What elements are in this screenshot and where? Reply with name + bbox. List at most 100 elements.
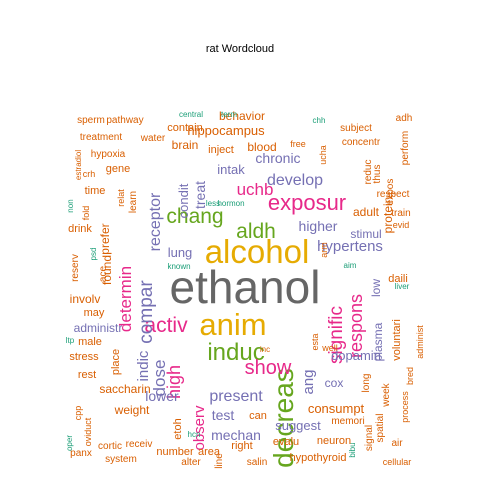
word-evalu: evalu [273, 436, 299, 448]
word-test: test [212, 407, 235, 423]
word-lower: lower [145, 388, 179, 404]
word-fold: fold [81, 206, 91, 221]
word-administr: administr [74, 321, 123, 335]
word-liver: liver [395, 282, 410, 291]
word-low: low [369, 279, 383, 297]
word-higher: higher [299, 218, 338, 234]
word-develop: develop [267, 172, 323, 189]
word-show: show [245, 357, 292, 379]
word-may: may [84, 307, 105, 319]
word-panx: panx [70, 448, 92, 459]
word-esta: esta [310, 333, 320, 350]
word-salin: salin [247, 457, 268, 468]
word-plasma: plasma [371, 322, 385, 361]
word-male: male [78, 336, 102, 348]
word-treatment: treatment [80, 132, 122, 143]
word-crh: crh [83, 169, 96, 179]
word-cellular: cellular [383, 457, 412, 467]
word-relat: relat [116, 189, 126, 207]
word-daili: daili [388, 273, 408, 285]
word-bred: bred [405, 367, 415, 385]
word-saccharin: saccharin [99, 382, 150, 396]
chart-title: rat Wordcloud [206, 43, 274, 55]
word-treat: treat [192, 181, 208, 209]
word-ucha: ucha [318, 145, 328, 165]
word-hcn: hcn [188, 430, 201, 439]
word-induc: induc [207, 339, 264, 366]
word-contain: contain [167, 122, 202, 134]
word-weight: weight [114, 403, 150, 417]
word-water: water [140, 133, 166, 144]
word-high: high [164, 365, 184, 399]
word-observ: observ [191, 405, 208, 451]
word-bibu: bibu [348, 442, 357, 457]
word-cpp: cpp [73, 406, 83, 421]
word-central: central [179, 110, 203, 119]
word-exposur: exposur [268, 190, 346, 215]
word-non: non [66, 199, 75, 212]
word-line: line [214, 453, 225, 469]
word-compar: compar [136, 280, 157, 344]
word-thus: thus [372, 165, 383, 184]
word-inject: inject [208, 144, 234, 156]
word-found: found [100, 255, 114, 285]
word-adult: adult [353, 205, 380, 219]
word-evid: evid [393, 220, 410, 230]
word-concentr: concentr [342, 137, 381, 148]
word-can: can [249, 410, 267, 422]
word-respect: respect [377, 189, 410, 200]
word-brain: brain [172, 138, 199, 152]
word-area: area [198, 446, 221, 458]
word-signal: signal [364, 425, 375, 451]
word-adh: adh [396, 113, 413, 124]
word-neuron: neuron [317, 435, 351, 447]
word-signific: signific [326, 306, 347, 364]
word-receptor: receptor [147, 192, 164, 251]
word-learn: learn [128, 191, 139, 213]
word-long: long [361, 374, 372, 393]
word-ace: ace [98, 266, 109, 283]
word-less: less [206, 199, 220, 208]
word-chh: chh [313, 116, 326, 125]
word-aim: aim [344, 261, 357, 270]
word-chang: chang [166, 205, 223, 228]
word-well: well [321, 343, 338, 353]
word-consumpt: consumpt [308, 401, 365, 416]
word-term: term [221, 110, 237, 119]
word-train: train [391, 208, 410, 219]
word-hypoxia: hypoxia [91, 149, 126, 160]
word-expos: expos [385, 179, 396, 206]
word-hypothyroid: hypothyroid [290, 452, 347, 464]
word-oviduct: oviduct [83, 417, 93, 446]
word-administ: administ [415, 325, 425, 359]
word-cortic: cortic [98, 441, 122, 452]
word-sperm: sperm [77, 115, 105, 126]
word-activ: activ [144, 314, 188, 337]
word-anim: anim [199, 307, 266, 342]
word-estradiol: estradiol [74, 150, 83, 180]
word-alcohol: alcohol [205, 233, 310, 270]
word-arm: arm [319, 242, 329, 258]
word-determin: determin [116, 266, 135, 332]
word-known: known [167, 262, 190, 271]
word-dopamin: dopamin [331, 348, 381, 363]
word-uchb: uchb [237, 180, 274, 199]
word-oper: oper [65, 435, 74, 451]
word-respons: respons [346, 294, 366, 358]
word-prefer: prefer [98, 223, 112, 254]
word-dose: dose [150, 360, 169, 397]
word-protein: protein [381, 197, 395, 234]
word-chronic: chronic [255, 150, 300, 166]
word-alter: alter [181, 457, 201, 468]
word-hormon: hormon [217, 199, 244, 208]
word-hippocampus: hippocampus [187, 123, 265, 138]
word-subject: subject [340, 123, 372, 134]
word-cox: cox [325, 376, 344, 390]
word-psd: psd [89, 248, 98, 261]
word-blood: blood [247, 140, 276, 154]
word-hypertens: hypertens [317, 238, 383, 255]
word-ltp: ltp [66, 336, 75, 345]
word-perform: perform [400, 131, 411, 165]
word-present: present [209, 388, 263, 405]
